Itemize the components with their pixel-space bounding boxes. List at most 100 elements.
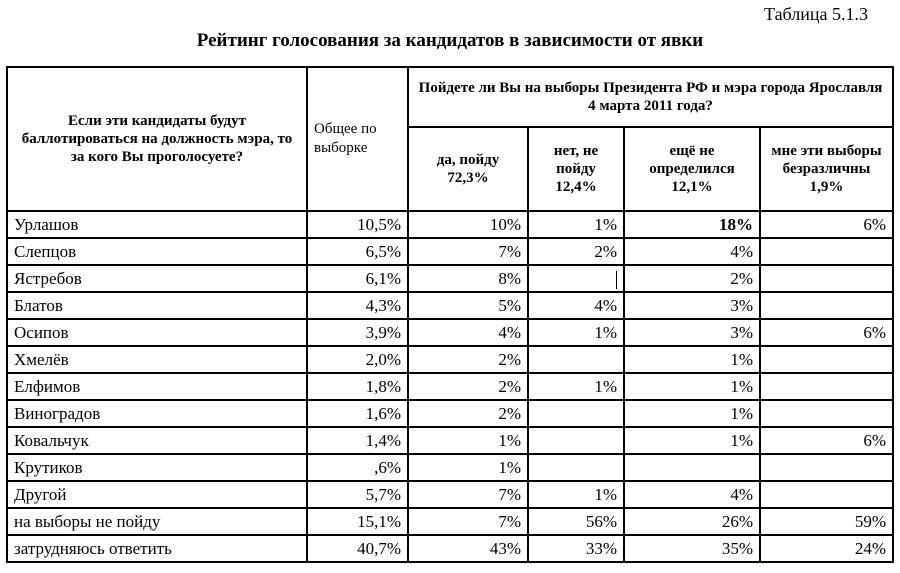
- table-row: Крутиков ,6% 1%: [6, 453, 895, 482]
- header-yes: да, пойду 72,3%: [407, 126, 529, 212]
- total-value: 1,4%: [306, 426, 409, 455]
- indifferent-value: [758, 291, 895, 320]
- candidate-name: Хмелёв: [6, 345, 308, 374]
- no-value: 1%: [527, 318, 625, 347]
- table-row: Осипов 3,9% 4% 1% 3% 6%: [6, 318, 895, 347]
- rating-table: Если эти кандидаты будут баллотироваться…: [6, 66, 895, 563]
- page-title: Рейтинг голосования за кандидатов в зави…: [196, 30, 704, 51]
- total-value: 1,6%: [306, 399, 409, 428]
- candidate-name: затрудняюсь ответить: [6, 534, 308, 563]
- no-value: 56%: [527, 507, 625, 536]
- no-value: [527, 399, 625, 428]
- yes-value: 2%: [407, 399, 529, 428]
- no-value: 4%: [527, 291, 625, 320]
- candidate-name: Слепцов: [6, 237, 308, 266]
- table-row: Другой 5,7% 7% 1% 4%: [6, 480, 895, 509]
- undecided-value: 4%: [623, 237, 761, 266]
- yes-value: 4%: [407, 318, 529, 347]
- table-row: Ястребов 6,1% 8% 2%: [6, 264, 895, 293]
- total-value: ,6%: [306, 453, 409, 482]
- table-row: Елфимов 1,8% 2% 1% 1%: [6, 372, 895, 401]
- table-body: Урлашов 10,5% 10% 1% 18% 6% Слепцов 6,5% 7% 2% 4% Я…: [6, 210, 895, 563]
- table-row: Хмелёв 2,0% 2% 1%: [6, 345, 895, 374]
- indifferent-value: [758, 480, 895, 509]
- total-value: 4,3%: [306, 291, 409, 320]
- undecided-value: 1%: [623, 399, 761, 428]
- no-value: 2%: [527, 237, 625, 266]
- table-row: затрудняюсь ответить 40,7% 43% 33% 35% 24%: [6, 534, 895, 563]
- no-value: [527, 426, 625, 455]
- indifferent-value: 59%: [758, 507, 895, 536]
- total-value: 2,0%: [306, 345, 409, 374]
- indifferent-value: [758, 237, 895, 266]
- candidate-name: Елфимов: [6, 372, 308, 401]
- table-row: Виноградов 1,6% 2% 1%: [6, 399, 895, 428]
- yes-value: 10%: [407, 210, 529, 239]
- stray-mark: [616, 270, 617, 289]
- total-value: 15,1%: [306, 507, 409, 536]
- indifferent-value: [758, 372, 895, 401]
- header-no: нет, не пойду 12,4%: [527, 126, 625, 212]
- yes-value: 2%: [407, 345, 529, 374]
- table-number: Таблица 5.1.3: [764, 4, 868, 24]
- total-value: 6,1%: [306, 264, 409, 293]
- candidate-name: Ястребов: [6, 264, 308, 293]
- indifferent-value: 6%: [758, 210, 895, 239]
- table-row: Урлашов 10,5% 10% 1% 18% 6%: [6, 210, 895, 239]
- yes-value: 1%: [407, 453, 529, 482]
- candidate-name: Виноградов: [6, 399, 308, 428]
- undecided-value: 4%: [623, 480, 761, 509]
- indifferent-value: [758, 399, 895, 428]
- yes-value: 5%: [407, 291, 529, 320]
- header-indifferent: мне эти выборы безразличны 1,9%: [758, 126, 895, 212]
- undecided-value: 26%: [623, 507, 761, 536]
- undecided-value: 1%: [623, 345, 761, 374]
- candidate-name: Другой: [6, 480, 308, 509]
- undecided-value: 3%: [623, 291, 761, 320]
- undecided-value: 18%: [623, 210, 761, 239]
- indifferent-value: [758, 453, 895, 482]
- candidate-name: на выборы не пойду: [6, 507, 308, 536]
- header-question: Если эти кандидаты будут баллотироваться…: [6, 66, 308, 212]
- candidate-name: Крутиков: [6, 453, 308, 482]
- header-undecided: ещё не определился 12,1%: [623, 126, 761, 212]
- undecided-value: [623, 453, 761, 482]
- candidate-name: Осипов: [6, 318, 308, 347]
- no-value: 1%: [527, 372, 625, 401]
- indifferent-value: [758, 345, 895, 374]
- table-row: Ковальчук 1,4% 1% 1% 6%: [6, 426, 895, 455]
- total-value: 40,7%: [306, 534, 409, 563]
- total-value: 1,8%: [306, 372, 409, 401]
- indifferent-value: 6%: [758, 426, 895, 455]
- total-value: 10,5%: [306, 210, 409, 239]
- no-value: 1%: [527, 480, 625, 509]
- no-value: 33%: [527, 534, 625, 563]
- undecided-value: 2%: [623, 264, 761, 293]
- no-value: [527, 453, 625, 482]
- total-value: 3,9%: [306, 318, 409, 347]
- yes-value: 2%: [407, 372, 529, 401]
- yes-value: 43%: [407, 534, 529, 563]
- candidate-name: Ковальчук: [6, 426, 308, 455]
- indifferent-value: 24%: [758, 534, 895, 563]
- table-row: Блатов 4,3% 5% 4% 3%: [6, 291, 895, 320]
- candidate-name: Блатов: [6, 291, 308, 320]
- no-value: [527, 345, 625, 374]
- indifferent-value: 6%: [758, 318, 895, 347]
- undecided-value: 1%: [623, 372, 761, 401]
- yes-value: 7%: [407, 480, 529, 509]
- undecided-value: 35%: [623, 534, 761, 563]
- header-total: Общее по выборке: [306, 66, 409, 212]
- no-value: 1%: [527, 210, 625, 239]
- candidate-name: Урлашов: [6, 210, 308, 239]
- table-row: Слепцов 6,5% 7% 2% 4%: [6, 237, 895, 266]
- yes-value: 7%: [407, 507, 529, 536]
- yes-value: 7%: [407, 237, 529, 266]
- indifferent-value: [758, 264, 895, 293]
- yes-value: 1%: [407, 426, 529, 455]
- undecided-value: 3%: [623, 318, 761, 347]
- table-row: на выборы не пойду 15,1% 7% 56% 26% 59%: [6, 507, 895, 536]
- total-value: 5,7%: [306, 480, 409, 509]
- total-value: 6,5%: [306, 237, 409, 266]
- no-value: [527, 264, 625, 293]
